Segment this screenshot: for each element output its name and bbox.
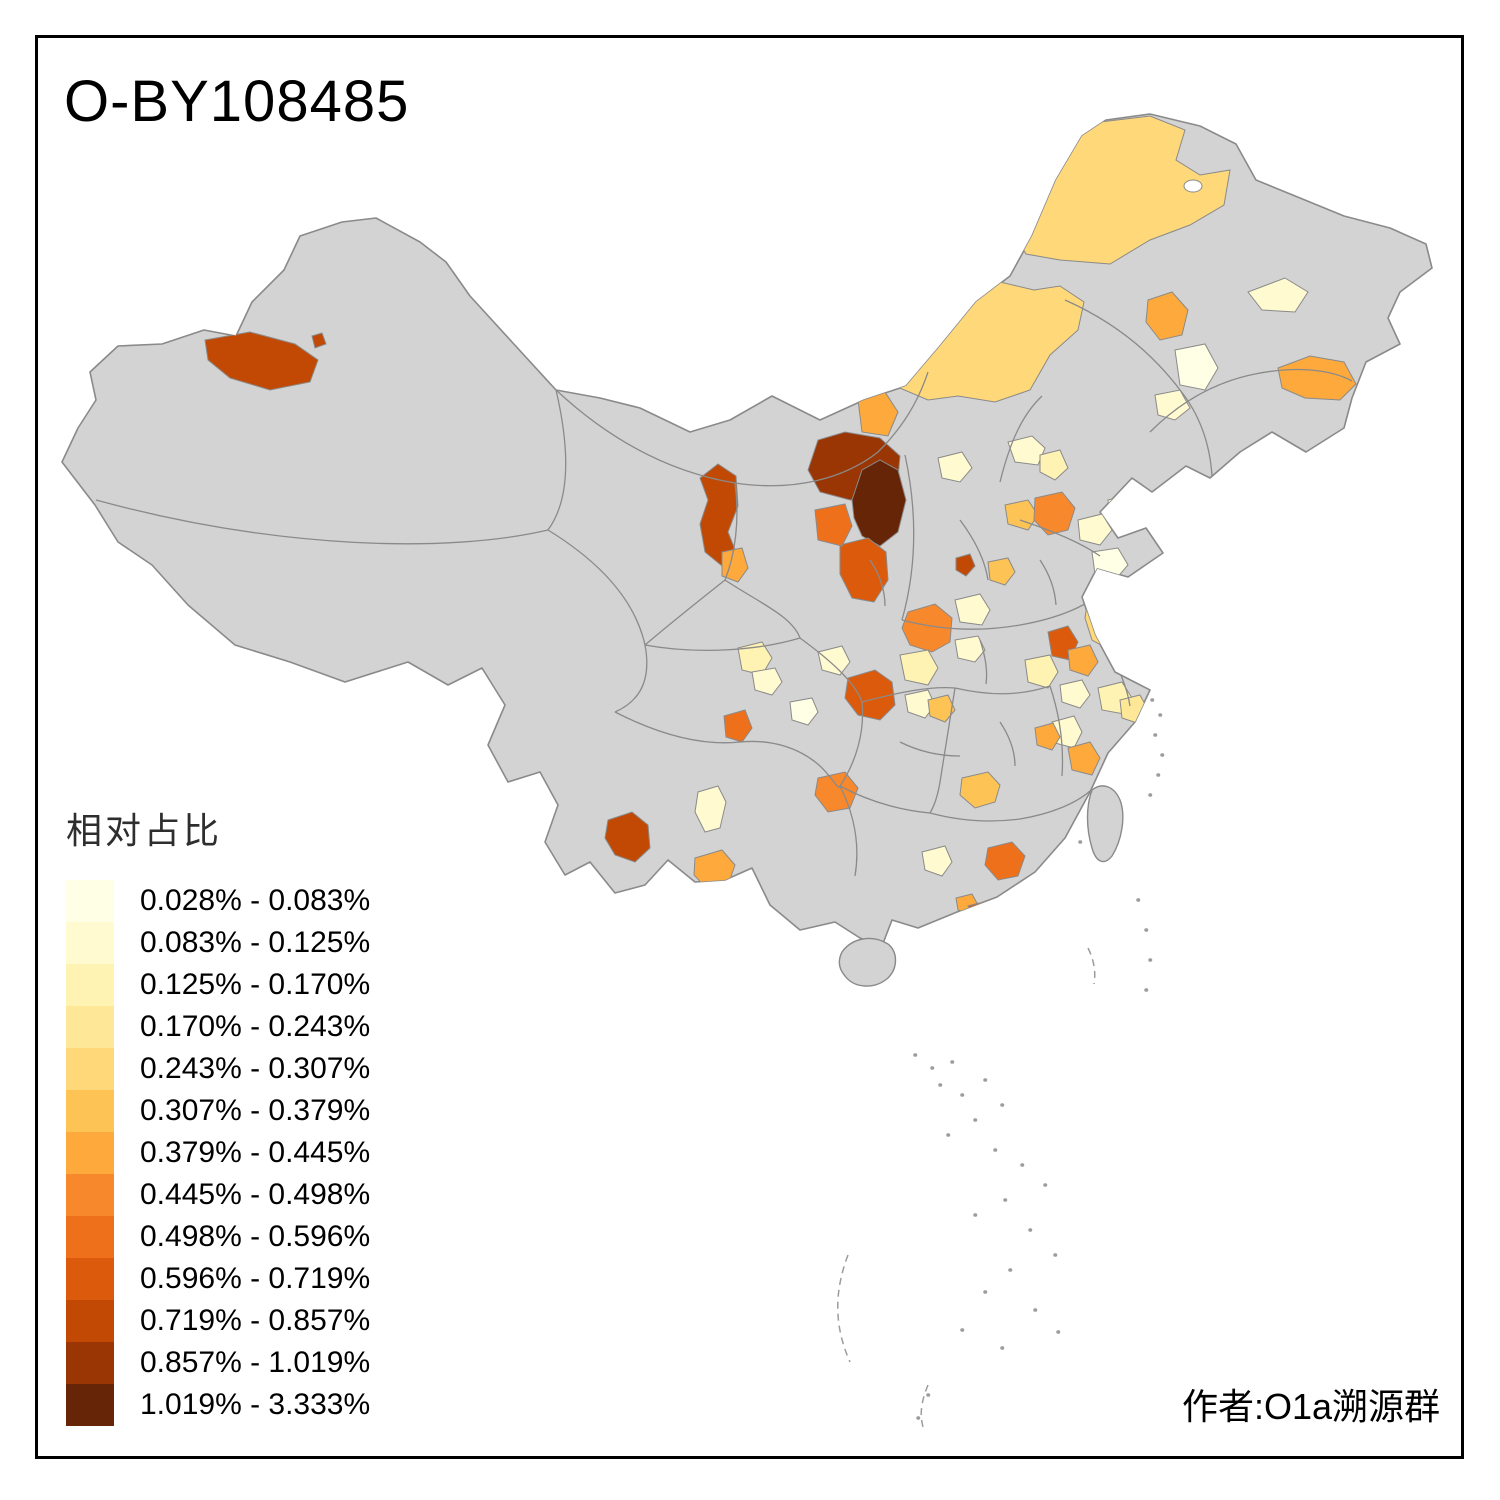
legend-swatch [66,1048,114,1090]
choropleth-region [1034,722,1061,751]
legend-item: 0.307% - 0.379% [66,1090,370,1132]
lake-hole [1183,179,1203,193]
legend-label: 0.498% - 0.596% [140,1220,371,1253]
choropleth-region [901,603,953,653]
choropleth-region [1059,679,1091,709]
choropleth-region [1277,355,1357,401]
choropleth-region [694,785,727,833]
taiwan-island [1086,785,1124,863]
legend-label: 1.019% - 3.333% [140,1388,371,1421]
legend-swatch [66,1342,114,1384]
legend-item: 1.019% - 3.333% [66,1384,370,1426]
choropleth-region [1067,741,1101,776]
choropleth-region [789,697,819,726]
legend-label: 0.028% - 0.083% [140,884,371,917]
legend-item: 0.083% - 0.125% [66,922,370,964]
legend-title: 相对占比 [66,810,223,851]
legend-swatch [66,1174,114,1216]
legend-label: 0.243% - 0.307% [140,1052,371,1085]
legend-label: 0.170% - 0.243% [140,1010,371,1043]
choropleth-region [1247,277,1309,313]
legend-swatch [66,1006,114,1048]
choropleth-region [851,459,907,547]
choropleth-region [204,331,319,391]
legend-swatch [66,1300,114,1342]
legend-item: 0.857% - 1.019% [66,1342,370,1384]
legend-swatch [66,1216,114,1258]
choropleth-region [1039,449,1069,481]
legend: 相对占比 0.028% - 0.083% 0.083% - 0.125% 0.125… [66,802,370,1426]
choropleth-region [984,841,1026,881]
legend-item: 0.498% - 0.596% [66,1216,370,1258]
choropleth-region [1145,291,1189,341]
choropleth-region [954,635,986,663]
legend-label: 0.445% - 0.498% [140,1178,371,1211]
choropleth-region [751,667,783,696]
hainan-island [838,937,897,987]
choropleth-region [955,553,976,577]
legend-label: 0.083% - 0.125% [140,926,371,959]
legend-label: 0.857% - 1.019% [140,1346,371,1379]
legend-item: 0.125% - 0.170% [66,964,370,1006]
legend-item: 0.379% - 0.445% [66,1132,370,1174]
legend-label: 0.307% - 0.379% [140,1094,371,1127]
legend-item: 0.445% - 0.498% [66,1174,370,1216]
legend-swatch [66,1090,114,1132]
choropleth-region [1174,343,1219,391]
choropleth-region [839,537,889,603]
legend-swatch [66,1132,114,1174]
legend-swatch [66,922,114,964]
choropleth-region [311,332,327,349]
choropleth-region [1004,499,1039,531]
choropleth-region [604,811,651,863]
choropleth-region [723,709,753,743]
choropleth-region [954,593,991,626]
choropleth-region [1067,644,1099,677]
choropleth-region [1154,389,1191,421]
plot-title: O-BY108485 [64,69,410,134]
choropleth-region [817,645,851,676]
legend-item: 0.028% - 0.083% [66,880,370,922]
legend-items: 0.028% - 0.083% 0.083% - 0.125% 0.125% - 0… [66,880,370,1426]
legend-item: 0.596% - 0.719% [66,1258,370,1300]
choropleth-region [1033,491,1076,536]
sea-dashed-lines [837,947,1096,1431]
choropleth-region [844,669,896,721]
mainland-outline [61,113,1433,947]
legend-item: 0.719% - 0.857% [66,1300,370,1342]
legend-item: 0.243% - 0.307% [66,1048,370,1090]
legend-item: 0.170% - 0.243% [66,1006,370,1048]
sea-island-dots [913,698,1165,1420]
legend-swatch [66,880,114,922]
legend-label: 0.719% - 0.857% [140,1304,371,1337]
choropleth-region [987,557,1016,586]
choropleth-region [1077,513,1113,546]
legend-swatch [66,1384,114,1426]
legend-label: 0.379% - 0.445% [140,1136,371,1169]
choropleth-region [921,845,953,877]
colored-regions [204,115,1357,919]
legend-label: 0.596% - 0.719% [140,1262,371,1295]
choropleth-region [899,649,939,686]
choropleth-region [959,771,1001,809]
choropleth-region [1024,654,1059,689]
attribution-text: 作者:O1a溯源群 [1181,1386,1440,1427]
choropleth-region [937,451,973,483]
legend-swatch [66,1258,114,1300]
legend-label: 0.125% - 0.170% [140,968,371,1001]
choropleth-region [737,641,773,676]
choropleth-region [721,547,749,583]
legend-swatch [66,964,114,1006]
choropleth-region [814,503,853,547]
